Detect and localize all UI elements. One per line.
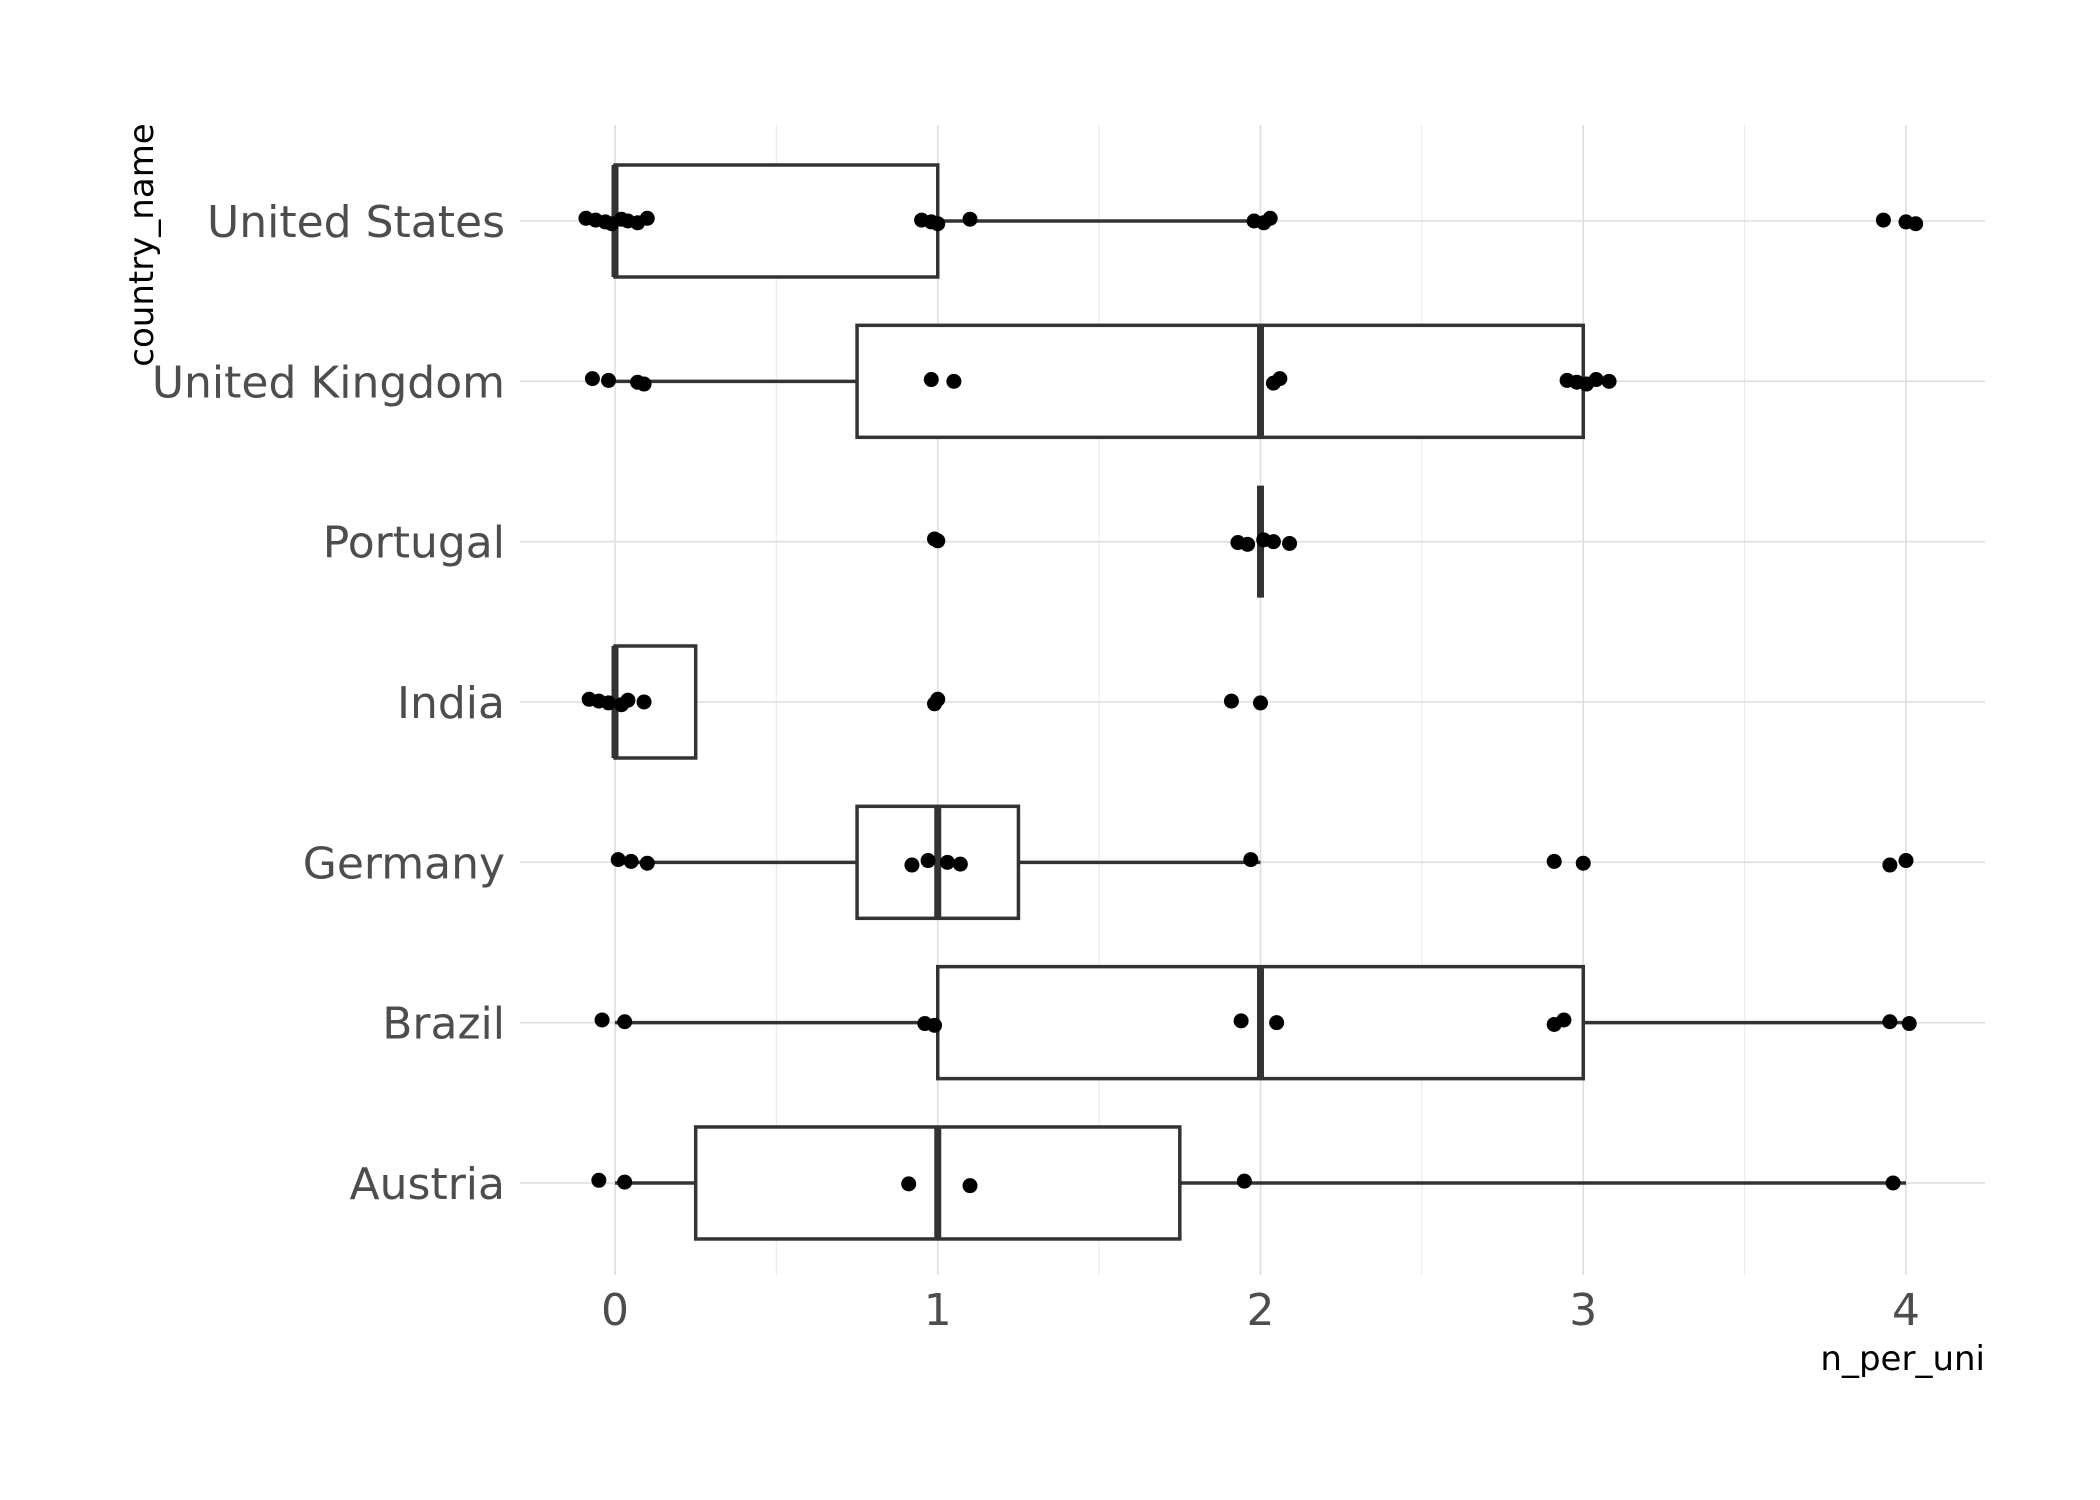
data-point xyxy=(639,855,655,871)
data-point xyxy=(1901,1016,1917,1032)
points-germany xyxy=(610,852,1914,873)
data-point xyxy=(617,1014,633,1030)
x-tick-label: 2 xyxy=(1247,1285,1275,1336)
data-point xyxy=(1556,1012,1572,1028)
y-tick-label-india: India xyxy=(397,678,505,729)
data-point xyxy=(1575,855,1591,871)
data-point xyxy=(1265,534,1281,550)
data-point xyxy=(1240,536,1256,552)
y-tick-label-austria: Austria xyxy=(350,1159,505,1210)
data-point xyxy=(1882,857,1898,873)
x-tick-label: 1 xyxy=(924,1285,952,1336)
y-tick-label-united-states: United States xyxy=(207,197,505,248)
data-point xyxy=(1885,1175,1901,1191)
data-point xyxy=(1898,853,1914,869)
iqr-box xyxy=(613,163,940,279)
data-points xyxy=(578,210,1924,1194)
x-tick-label: 3 xyxy=(1569,1285,1597,1336)
points-united-kingdom xyxy=(584,371,1617,392)
data-point xyxy=(962,1178,978,1194)
data-point xyxy=(1882,1014,1898,1030)
data-point xyxy=(923,372,939,388)
data-point xyxy=(930,691,946,707)
data-point xyxy=(904,857,920,873)
y-tick-label-portugal: Portugal xyxy=(323,518,505,569)
data-point xyxy=(1253,695,1268,711)
data-point xyxy=(927,1017,943,1033)
data-point xyxy=(1233,1013,1249,1029)
data-point xyxy=(946,373,962,389)
data-point xyxy=(594,1012,610,1028)
x-tick-label: 0 xyxy=(601,1285,629,1336)
data-point xyxy=(1546,853,1562,869)
box-austria xyxy=(615,1125,1906,1241)
data-point xyxy=(901,1176,917,1192)
y-axis-title: country_name xyxy=(122,123,162,366)
points-austria xyxy=(591,1172,1901,1194)
box-brazil xyxy=(615,964,1906,1081)
data-point xyxy=(1236,1173,1252,1189)
y-tick-labels: United States United Kingdom Portugal India… xyxy=(152,197,505,1210)
data-point xyxy=(1875,212,1891,228)
data-point xyxy=(1262,210,1278,226)
data-point xyxy=(920,853,936,869)
x-tick-labels: 0 1 2 3 4 xyxy=(601,1285,1920,1336)
points-portugal xyxy=(927,531,1298,552)
x-tick-label: 4 xyxy=(1892,1285,1920,1336)
data-point xyxy=(1601,373,1617,389)
data-point xyxy=(591,1172,607,1188)
data-point xyxy=(636,376,652,392)
points-brazil xyxy=(594,1012,1917,1033)
data-point xyxy=(610,852,626,868)
data-point xyxy=(623,853,639,869)
y-tick-label-brazil: Brazil xyxy=(382,999,505,1050)
data-point xyxy=(930,533,946,549)
y-tick-label-united-kingdom: United Kingdom xyxy=(152,357,505,408)
points-india xyxy=(581,691,1268,713)
data-point xyxy=(962,211,978,227)
data-point xyxy=(939,854,955,870)
points-united-states xyxy=(578,210,1924,232)
data-point xyxy=(617,1174,633,1190)
x-axis-title: n_per_uni xyxy=(1820,1339,1985,1379)
y-tick-label-germany: Germany xyxy=(303,838,505,889)
data-point xyxy=(1588,372,1604,388)
data-point xyxy=(1269,1015,1285,1031)
data-point xyxy=(1908,216,1924,232)
data-point xyxy=(1223,693,1239,709)
data-point xyxy=(1243,852,1259,868)
data-point xyxy=(601,695,617,711)
data-point xyxy=(584,371,600,387)
data-point xyxy=(601,372,617,388)
data-point xyxy=(930,216,946,232)
data-point xyxy=(620,692,636,708)
data-point xyxy=(1282,535,1298,551)
box-united-kingdom xyxy=(615,323,1585,440)
box-germany xyxy=(615,804,1261,921)
data-point xyxy=(1272,371,1288,387)
data-point xyxy=(639,210,655,226)
data-point xyxy=(636,694,652,710)
grid-lines xyxy=(520,125,1985,1275)
data-point xyxy=(952,856,968,872)
boxes xyxy=(611,163,1906,1241)
iqr-box xyxy=(855,323,1585,440)
